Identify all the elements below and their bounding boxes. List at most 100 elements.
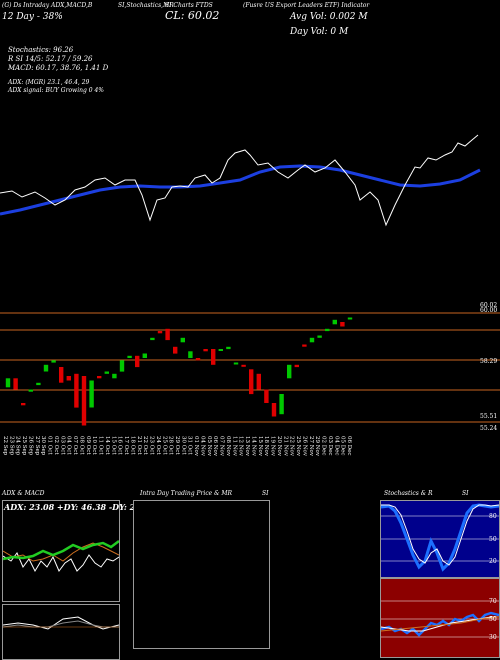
x-tick-label: 07 Oct — [72, 436, 78, 455]
candle-22-oct — [173, 346, 178, 354]
adx-line-white — [3, 552, 119, 573]
intraday-panel — [133, 500, 270, 649]
rsi-axis-30: 30 — [489, 634, 497, 641]
x-tick-label: 17 Oct — [123, 436, 129, 455]
candle-13-nov — [294, 364, 299, 368]
candle-16-oct — [142, 353, 147, 358]
macd-line-gray — [3, 620, 119, 628]
header-title-symbol: SI Charts FTDS — [165, 2, 213, 9]
x-tick-label: 22 Nov — [289, 436, 295, 457]
candle-15-oct — [135, 355, 140, 368]
candle-29-oct — [211, 349, 216, 365]
candle-05-nov — [249, 369, 254, 395]
x-tick-label: 07 Nov — [219, 436, 225, 457]
stoch-axis-80: 80 — [489, 513, 497, 520]
candles-group — [5, 317, 353, 426]
x-tick-label: 08 Nov — [225, 436, 231, 457]
rsi-lines — [381, 600, 499, 638]
x-tick-label: 24 Sep — [15, 436, 21, 456]
candle-11-nov — [279, 394, 284, 415]
x-tick-label: 04 Dec — [333, 436, 339, 456]
x-axis-labels: 22 Sep 23 Sep 24 Sep 25 Sep 26 Sep 27 Sep 30 S… — [2, 436, 352, 457]
macd-readout: MACD: 60.17, 38.76, 1.41 D — [8, 64, 109, 72]
candle-24-oct — [188, 351, 193, 358]
intraday-title-b: SI — [262, 490, 269, 497]
candle-04-nov — [241, 364, 246, 367]
rsi-panel: 70 50 30 — [380, 578, 500, 658]
x-tick-label: 02 Oct — [53, 436, 59, 455]
macd-lines — [3, 616, 119, 630]
stochastics-panel: 80 50 20 — [380, 500, 500, 578]
x-tick-label: 11 Oct — [98, 436, 104, 455]
candle-10-oct — [112, 373, 117, 379]
candle-03-oct — [74, 373, 79, 408]
close-price-label: CL: 60.02 — [165, 9, 220, 22]
stoch-axis-50: 50 — [489, 536, 497, 543]
adx-readout: ADX: (MGR) 23.1, 46.4, 29 — [8, 79, 90, 86]
candle-21-oct — [165, 328, 170, 341]
candle-22-sep — [5, 378, 11, 388]
candle-21-nov — [340, 322, 345, 327]
candle-24-sep — [21, 403, 26, 406]
candle-31-oct — [226, 346, 231, 350]
candle-02-oct — [66, 376, 71, 381]
stoch-title-b: SI — [462, 490, 469, 497]
candle-28-oct — [203, 349, 208, 352]
moving-average-line — [0, 164, 481, 216]
adx-line-orange — [3, 542, 119, 562]
candle-23-sep — [13, 378, 18, 390]
stoch-title: Stochastics & R — [384, 490, 433, 497]
x-tick-label: 18 Nov — [263, 436, 269, 457]
header-title-mid: SI,Stochastics,MR — [118, 2, 174, 9]
candle-07-nov — [264, 389, 269, 403]
rsi-orange-line — [381, 616, 499, 632]
candle-07-oct — [89, 380, 94, 408]
adx-signal-readout: ADX signal: BUY Growing 0 4% — [8, 87, 104, 94]
x-tick-label: 27 Sep — [34, 436, 40, 456]
candle-12-nov — [287, 364, 292, 379]
x-tick-label: 10 Oct — [91, 436, 97, 455]
candle-08-nov — [271, 403, 277, 417]
candle-14-nov — [302, 344, 307, 347]
candle-22-nov — [347, 317, 353, 320]
x-tick-label: 01 Oct — [47, 436, 53, 455]
candle-23-oct — [180, 337, 185, 343]
x-tick-label: 11 Nov — [231, 436, 237, 457]
x-tick-label: 25 Oct — [161, 436, 167, 455]
intraday-title: Intra Day Trading Price & MR — [140, 490, 233, 497]
candle-11-oct — [119, 360, 125, 372]
candle-01-oct — [59, 367, 64, 383]
adx-values: ADX: 23.08 +DY: 46.38 -DY: 23.99 — [4, 502, 155, 512]
x-tick-label: 21 Oct — [136, 436, 142, 455]
x-tick-label: 30 Oct — [180, 436, 186, 455]
x-tick-label: 22 Oct — [142, 436, 148, 455]
stoch-d-line — [381, 504, 499, 566]
candle-30-oct — [218, 349, 223, 351]
candle-14-oct — [127, 355, 132, 358]
rsi-axis-50: 50 — [489, 616, 497, 623]
candle-27-sep — [43, 364, 49, 372]
candle-17-oct — [150, 337, 155, 341]
x-tick-label: 05 Nov — [206, 436, 212, 457]
candle-25-sep — [28, 389, 33, 392]
x-tick-label: 06 Dec — [346, 436, 352, 456]
candle-18-nov — [317, 335, 322, 338]
candle-19-nov — [325, 328, 330, 332]
x-tick-label: 16 Oct — [117, 436, 123, 455]
x-tick-label: 05 Dec — [340, 436, 346, 456]
rsi-axis-70: 70 — [489, 598, 497, 605]
x-tick-label: 15 Oct — [110, 436, 116, 455]
adx-macd-title: ADX & MACD — [2, 490, 45, 497]
x-tick-label: 22 Sep — [2, 436, 8, 456]
x-tick-label: 27 Nov — [308, 436, 314, 457]
x-tick-label: 31 Oct — [187, 436, 193, 455]
x-tick-label: 21 Nov — [282, 436, 288, 457]
stoch-axis-20: 20 — [489, 558, 497, 565]
x-tick-label: 03 Oct — [59, 436, 65, 455]
candle-30-sep — [51, 360, 56, 363]
candle-09-oct — [104, 371, 109, 374]
x-tick-label: 13 Nov — [244, 436, 250, 457]
x-tick-label: 20 Nov — [276, 436, 282, 457]
adx-lines — [3, 540, 119, 573]
x-tick-label: 04 Nov — [200, 436, 206, 457]
